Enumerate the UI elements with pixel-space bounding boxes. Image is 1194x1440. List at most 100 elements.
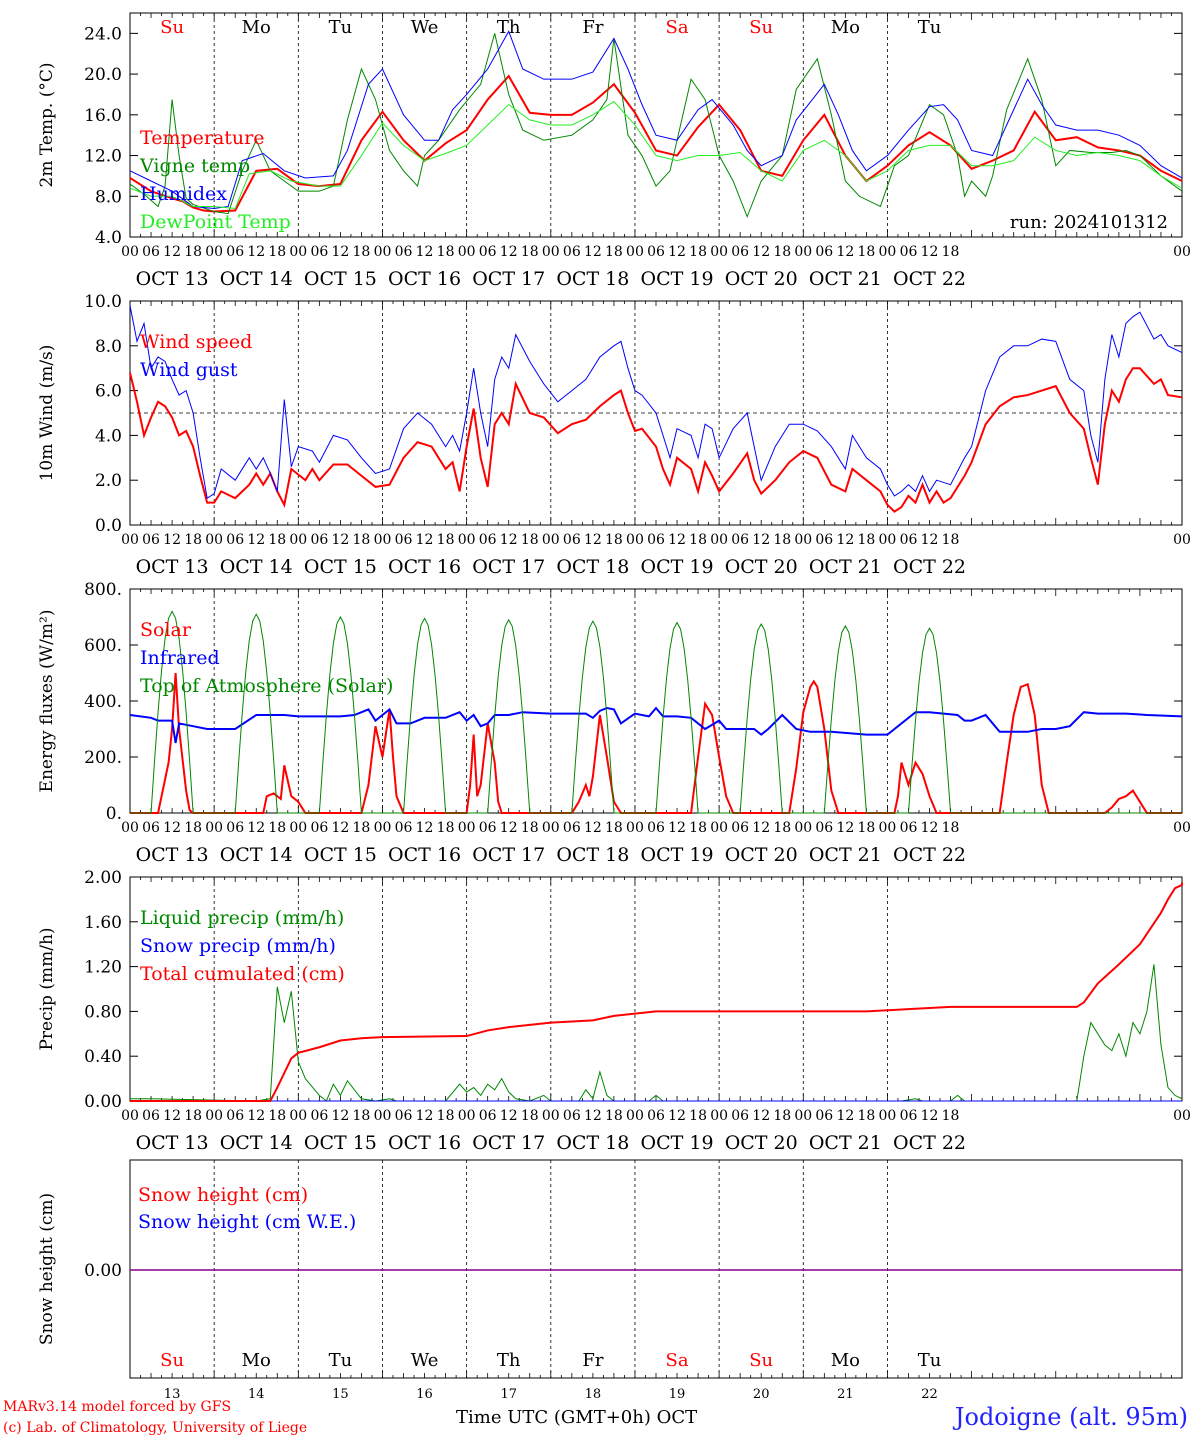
legend-entry: Humidex <box>140 183 227 205</box>
date-label: OCT 14 <box>220 1132 293 1154</box>
date-label: OCT 17 <box>472 844 545 866</box>
hour-tick-label: 12 <box>247 244 265 260</box>
hour-tick-label: 06 <box>815 244 833 260</box>
hour-tick-label: 06 <box>226 244 244 260</box>
date-label: OCT 17 <box>472 1132 545 1154</box>
hour-tick-label: 06 <box>563 820 581 836</box>
y-axis-label: 2m Temp. (°C) <box>37 62 57 187</box>
day-name-label: Su <box>160 1350 184 1371</box>
day-number-label: 22 <box>921 1387 938 1400</box>
hour-tick-label: 12 <box>921 820 939 836</box>
series-line <box>129 305 1183 499</box>
hour-tick-label: 00 <box>205 532 223 548</box>
hour-tick-label: 00 <box>1173 1108 1191 1124</box>
date-label: OCT 16 <box>388 268 461 290</box>
hour-tick-label: 06 <box>395 1108 413 1124</box>
legend-entry: Wind speed <box>140 331 252 353</box>
y-tick-label: 16.0 <box>84 106 122 126</box>
hour-tick-label: 12 <box>668 244 686 260</box>
hour-tick-label: 12 <box>752 244 770 260</box>
hour-tick-label: 18 <box>689 1108 707 1124</box>
hour-tick-label: 00 <box>542 532 560 548</box>
y-tick-label: 0. <box>106 804 122 824</box>
date-label: OCT 14 <box>220 268 293 290</box>
hour-tick-label: 06 <box>900 532 918 548</box>
day-name-label: Tu <box>329 17 353 38</box>
date-label: OCT 13 <box>136 844 209 866</box>
day-number-label: 21 <box>837 1387 854 1400</box>
hour-tick-label: 06 <box>395 532 413 548</box>
y-axis-label: Snow height (cm) <box>37 1193 57 1345</box>
y-tick-label: 400. <box>84 692 122 712</box>
hour-tick-label: 00 <box>1173 244 1191 260</box>
day-name-label: Sa <box>666 17 689 38</box>
hour-tick-label: 06 <box>479 820 497 836</box>
hour-tick-label: 12 <box>836 244 854 260</box>
day-name-label: Fr <box>582 17 603 38</box>
hour-tick-label: 12 <box>331 532 349 548</box>
day-number-label: 13 <box>164 1387 181 1400</box>
hour-tick-label: 00 <box>374 1108 392 1124</box>
hour-tick-label: 12 <box>416 820 434 836</box>
hour-tick-label: 06 <box>647 532 665 548</box>
y-tick-label: 600. <box>84 636 122 656</box>
date-label: OCT 18 <box>556 844 629 866</box>
hour-tick-label: 12 <box>668 820 686 836</box>
hour-tick-label: 18 <box>689 820 707 836</box>
hour-tick-label: 00 <box>879 1108 897 1124</box>
hour-tick-label: 00 <box>121 1108 139 1124</box>
hour-tick-label: 18 <box>437 532 455 548</box>
date-label: OCT 21 <box>809 844 882 866</box>
hour-tick-label: 18 <box>268 1108 286 1124</box>
y-tick-label: 0.40 <box>84 1047 122 1067</box>
date-label: OCT 13 <box>136 268 209 290</box>
hour-tick-label: 18 <box>942 244 960 260</box>
y-tick-label: 0.80 <box>84 1002 122 1022</box>
hour-tick-label: 18 <box>353 532 371 548</box>
hour-tick-label: 18 <box>437 820 455 836</box>
hour-tick-label: 00 <box>458 244 476 260</box>
y-tick-label: 1.20 <box>84 958 122 978</box>
date-label: OCT 15 <box>304 1132 377 1154</box>
y-tick-label: 1.60 <box>84 913 122 933</box>
hour-tick-label: 00 <box>879 532 897 548</box>
y-tick-label: 0.00 <box>84 1092 122 1112</box>
legend-entry: Temperature <box>140 127 264 149</box>
date-label: OCT 16 <box>388 556 461 578</box>
hour-tick-label: 00 <box>542 244 560 260</box>
hour-tick-label: 00 <box>626 1108 644 1124</box>
hour-tick-label: 12 <box>584 820 602 836</box>
date-label: OCT 13 <box>136 556 209 578</box>
hour-tick-label: 18 <box>689 244 707 260</box>
hour-tick-label: 18 <box>353 244 371 260</box>
hour-tick-label: 12 <box>163 820 181 836</box>
hour-tick-label: 18 <box>773 1108 791 1124</box>
date-label: OCT 14 <box>220 556 293 578</box>
hour-tick-label: 06 <box>226 1108 244 1124</box>
date-label: OCT 15 <box>304 268 377 290</box>
date-label: OCT 22 <box>893 1132 966 1154</box>
date-label: OCT 19 <box>641 844 714 866</box>
hour-tick-label: 12 <box>416 244 434 260</box>
date-label: OCT 16 <box>388 844 461 866</box>
date-label: OCT 21 <box>809 1132 882 1154</box>
series-line <box>130 882 1183 1102</box>
hour-tick-label: 12 <box>331 244 349 260</box>
hour-tick-label: 06 <box>479 1108 497 1124</box>
hour-tick-label: 18 <box>773 244 791 260</box>
legend-entry: Snow height (cm) <box>138 1184 308 1206</box>
hour-tick-label: 00 <box>205 1108 223 1124</box>
hour-tick-label: 12 <box>668 1108 686 1124</box>
hour-tick-label: 06 <box>647 244 665 260</box>
hour-tick-label: 00 <box>458 820 476 836</box>
hour-tick-label: 00 <box>710 532 728 548</box>
hour-tick-label: 00 <box>374 244 392 260</box>
hour-tick-label: 18 <box>605 244 623 260</box>
y-tick-label: 2.00 <box>84 868 122 888</box>
hour-tick-label: 18 <box>942 532 960 548</box>
series-line <box>129 706 1183 744</box>
date-label: OCT 18 <box>556 556 629 578</box>
series-line <box>129 30 1183 209</box>
series-line <box>129 367 1183 513</box>
date-label: OCT 20 <box>725 1132 798 1154</box>
